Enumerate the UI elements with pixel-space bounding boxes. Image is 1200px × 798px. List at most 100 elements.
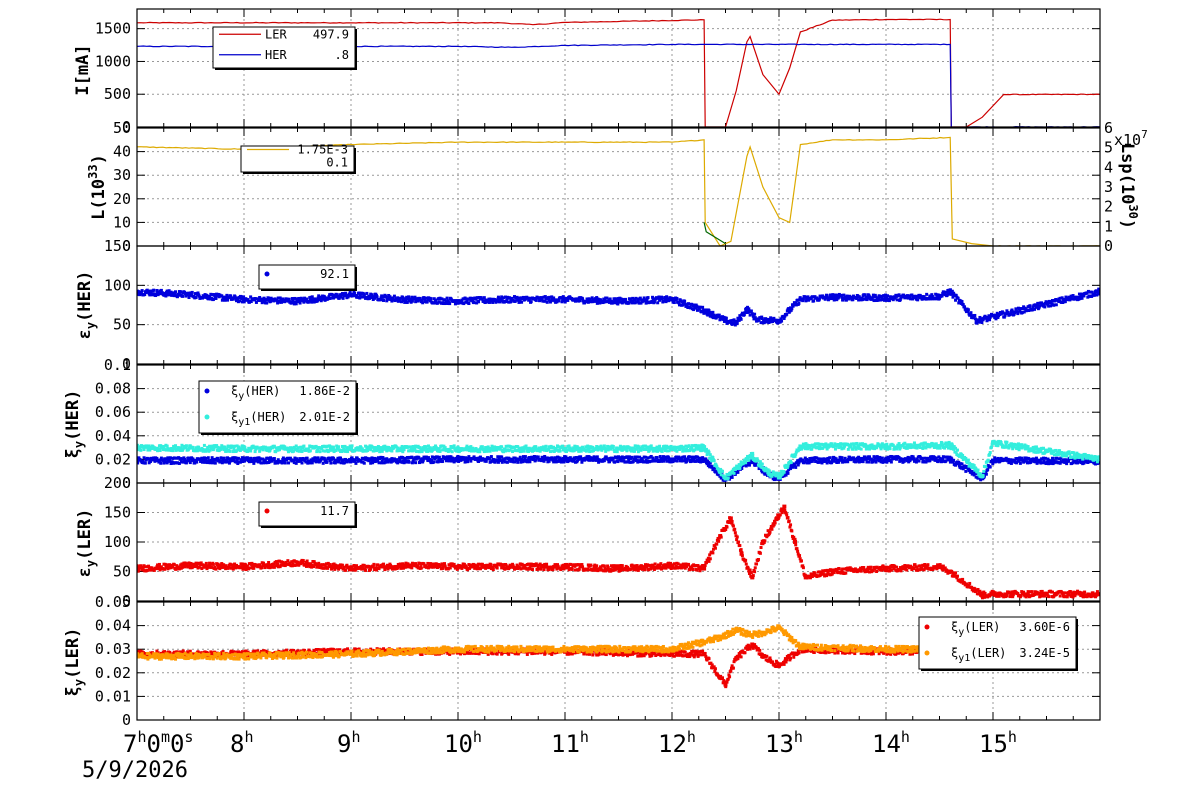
data-point [604,455,608,459]
data-point [360,295,364,299]
data-point [701,305,705,309]
data-point [1018,456,1022,460]
data-point [616,460,620,464]
right-tick-label: 2 [1104,198,1113,216]
data-point [681,449,685,453]
right-axis-label: Lsp(1030) [1117,143,1140,229]
data-point [235,458,239,462]
data-point [475,296,479,300]
data-point [222,456,226,460]
data-point [518,455,522,459]
data-point [846,460,850,464]
data-point [610,458,614,462]
data-point [940,294,944,298]
data-point [1016,442,1020,446]
data-point [963,305,967,309]
data-point [830,442,834,446]
data-point [191,458,195,462]
data-point [835,458,839,462]
data-point [897,442,901,446]
data-point [482,296,486,300]
data-point [647,448,651,452]
data-point [408,297,412,301]
data-point [234,456,238,460]
data-point [969,463,973,467]
data-point [369,448,373,452]
data-point [402,448,406,452]
data-point [559,296,563,300]
data-point [984,472,988,476]
data-point [1094,462,1098,466]
data-point [1093,292,1097,296]
data-point [464,446,468,450]
data-point [508,448,512,452]
data-point [828,456,832,460]
data-point [1016,444,1020,448]
y-tick-label: 1500 [95,20,131,38]
data-point [1001,311,1005,315]
data-point [164,457,168,461]
data-point [544,444,548,448]
data-point [1050,451,1054,455]
data-point [1069,294,1073,298]
data-point [1052,453,1056,457]
data-point [782,316,786,320]
data-point [1052,303,1056,307]
data-point [242,300,246,304]
data-point [342,461,346,465]
data-point [197,445,201,449]
data-point [524,444,528,448]
data-point [681,303,685,307]
data-point [238,460,242,464]
data-point [966,460,970,464]
data-point [421,301,425,305]
data-point [677,301,681,305]
data-point [881,445,885,449]
data-point [988,452,992,456]
data-point [984,465,988,469]
data-point [639,448,643,452]
data-point [938,446,942,450]
data-point [815,296,819,300]
data-point [1034,445,1038,449]
data-point [616,302,620,306]
data-point [1076,461,1080,465]
data-point [933,444,937,448]
data-point [863,293,867,297]
data-point [1079,294,1083,298]
data-point [1005,309,1009,313]
data-point [693,448,697,452]
data-point [1038,304,1042,308]
data-point [1054,448,1058,452]
data-point [955,448,959,452]
data-point [736,470,740,474]
data-point [907,443,911,447]
data-point [824,296,828,300]
data-point [706,459,710,463]
data-point [182,456,186,460]
data-point [630,449,634,453]
data-point [934,442,938,446]
data-point [954,450,958,454]
data-point [944,290,948,294]
legend: 1.75E-30.1 [240,143,356,174]
data-point [486,445,490,449]
data-point [835,294,839,298]
data-point [148,448,152,452]
data-point [754,317,758,321]
y-tick-label: 30 [113,166,131,184]
data-point [737,318,741,322]
data-point [884,295,888,300]
data-point [784,473,788,477]
data-point [869,457,873,461]
data-point [258,449,262,453]
data-point [1022,460,1026,464]
data-point [398,458,402,462]
data-point [251,459,255,463]
data-point [190,290,194,294]
data-point [584,445,588,449]
data-point [496,460,500,464]
y-tick-label: 0 [122,118,131,136]
data-point [909,446,913,450]
data-point [469,298,473,302]
